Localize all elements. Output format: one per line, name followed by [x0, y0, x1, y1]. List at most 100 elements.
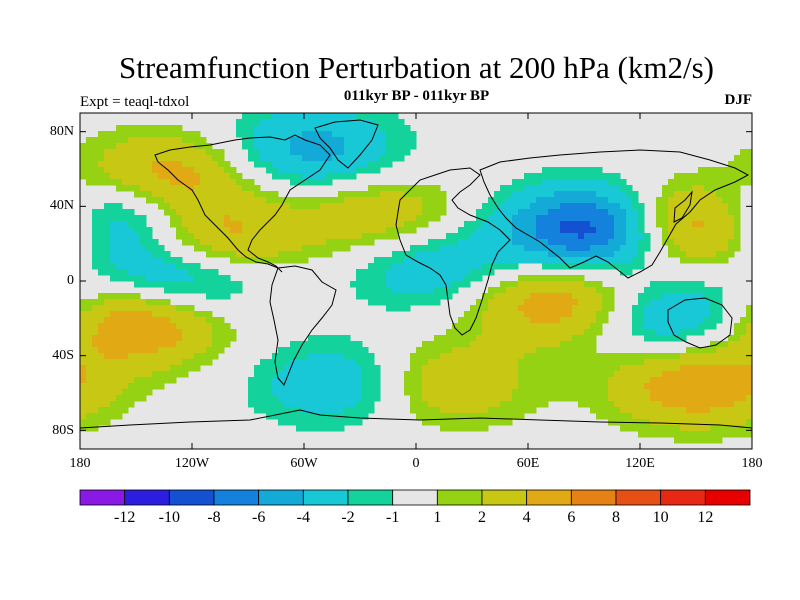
field-cell [590, 245, 597, 252]
field-cell [356, 269, 363, 276]
field-cell [272, 245, 279, 252]
field-cell [548, 323, 555, 330]
field-cell [584, 263, 591, 270]
field-cell [290, 149, 297, 156]
field-cell [386, 221, 393, 228]
field-cell [230, 245, 237, 252]
field-cell [500, 401, 507, 408]
field-cell [86, 299, 93, 306]
field-cell [290, 407, 297, 414]
field-cell [704, 437, 711, 444]
field-cell [248, 395, 255, 402]
field-cell [728, 215, 735, 222]
field-cell [140, 389, 147, 396]
field-cell [338, 365, 345, 372]
field-cell [320, 371, 327, 378]
field-cell [506, 317, 513, 324]
field-cell [104, 353, 111, 360]
field-cell [566, 323, 573, 330]
field-cell [92, 209, 99, 216]
field-cell [470, 317, 477, 324]
field-cell [380, 185, 387, 192]
field-cell [626, 227, 633, 234]
field-cell [146, 143, 153, 150]
field-cell [506, 245, 513, 252]
field-cell [326, 143, 333, 150]
field-cell [98, 311, 105, 318]
field-cell [746, 395, 752, 402]
field-cell [254, 395, 261, 402]
field-cell [128, 275, 135, 282]
field-cell [500, 209, 507, 216]
field-cell [620, 359, 627, 366]
field-cell [452, 353, 459, 360]
field-cell [416, 245, 423, 252]
field-cell [656, 317, 663, 324]
field-cell [392, 287, 399, 294]
field-cell [506, 227, 513, 234]
field-cell [176, 323, 183, 330]
field-cell [524, 209, 531, 216]
field-cell [524, 293, 531, 300]
field-cell [614, 191, 621, 198]
field-cell [422, 359, 429, 366]
field-cell [710, 431, 717, 438]
field-cell [296, 197, 303, 204]
field-cell [656, 293, 663, 300]
colorbar-label: -12 [113, 509, 136, 526]
field-cell [542, 245, 549, 252]
field-cell [716, 389, 723, 396]
field-cell [104, 149, 111, 156]
field-cell [218, 281, 225, 288]
field-cell [662, 431, 669, 438]
field-cell [524, 371, 531, 378]
field-cell [284, 221, 291, 228]
field-cell [446, 419, 453, 426]
field-cell [320, 197, 327, 204]
field-cell [158, 305, 165, 312]
field-cell [578, 251, 585, 258]
field-cell [164, 287, 171, 294]
field-cell [662, 353, 669, 360]
field-cell [566, 287, 573, 294]
field-cell [692, 179, 699, 186]
field-cell [662, 335, 669, 342]
field-cell [332, 365, 339, 372]
field-cell [104, 395, 111, 402]
field-cell [500, 371, 507, 378]
field-cell [554, 275, 561, 282]
field-cell [470, 341, 477, 348]
field-cell [128, 305, 135, 312]
field-cell [704, 413, 711, 420]
field-cell [698, 209, 705, 216]
field-cell [236, 287, 243, 294]
colorbar-label: -10 [158, 509, 180, 526]
field-cell [674, 311, 681, 318]
field-cell [128, 383, 135, 390]
field-cell [710, 221, 717, 228]
field-cell [116, 377, 123, 384]
field-cell [296, 143, 303, 150]
field-cell [380, 221, 387, 228]
field-cell [164, 311, 171, 318]
field-cell [398, 305, 405, 312]
field-cell [566, 335, 573, 342]
field-cell [110, 221, 117, 228]
field-cell [722, 179, 729, 186]
field-cell [320, 143, 327, 150]
field-cell [110, 161, 117, 168]
field-cell [476, 269, 483, 276]
field-cell [668, 317, 675, 324]
field-cell [212, 269, 219, 276]
field-cell [416, 413, 423, 420]
field-cell [662, 329, 669, 336]
field-cell [704, 221, 711, 228]
field-cell [284, 419, 291, 426]
field-cell [254, 257, 261, 264]
field-cell [188, 329, 195, 336]
field-cell [248, 113, 255, 120]
field-cell [134, 299, 141, 306]
field-cell [416, 287, 423, 294]
field-cell [416, 215, 423, 222]
colorbar-swatch [168, 489, 215, 506]
